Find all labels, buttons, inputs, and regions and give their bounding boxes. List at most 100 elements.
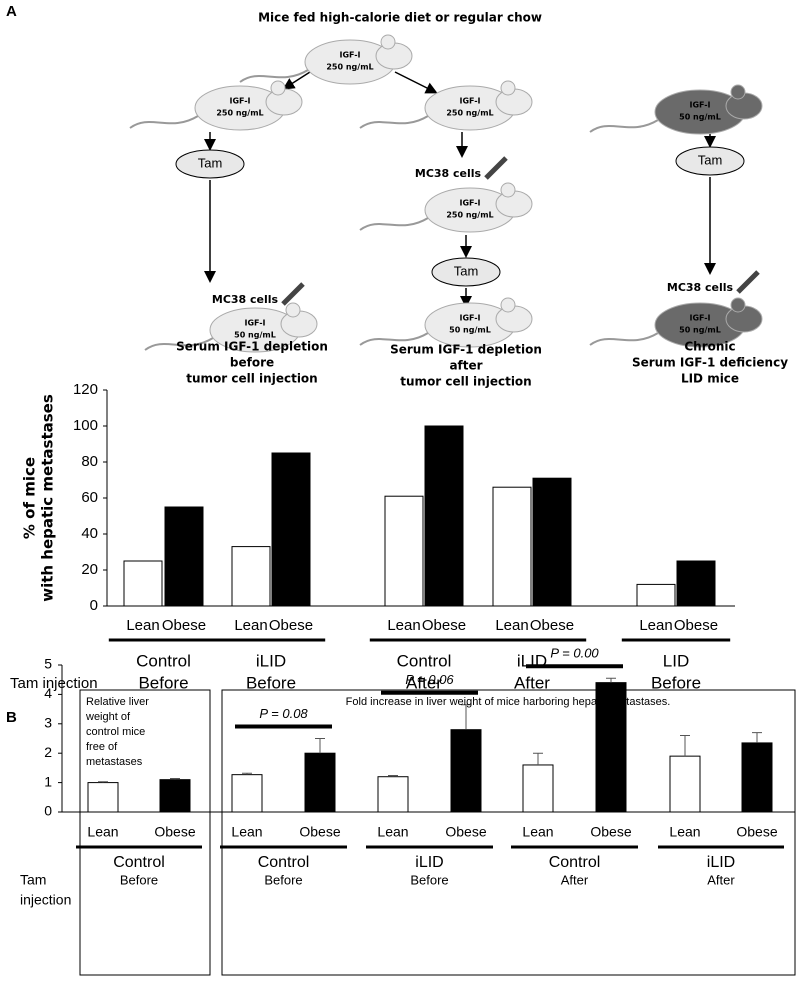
series-label: Lean xyxy=(231,824,262,840)
tam-value: After xyxy=(561,872,589,887)
mouse-tail xyxy=(589,332,659,346)
mouse-label: IGF-I xyxy=(689,101,710,110)
bar xyxy=(123,560,163,607)
caption: Serum IGF-1 depletion xyxy=(176,340,328,354)
caption: tumor cell injection xyxy=(400,375,531,389)
mouse-ear xyxy=(285,302,301,318)
error-bar xyxy=(680,735,690,757)
mouse-ear xyxy=(270,80,286,96)
y-axis-label: with hepatic metastases xyxy=(39,394,57,602)
mouse-head xyxy=(265,88,303,116)
mouse-conc: 50 ng/mL xyxy=(449,326,491,335)
series-label: Obese xyxy=(154,824,195,840)
tam-label: Tam xyxy=(698,152,723,167)
box-title: control mice xyxy=(86,726,145,738)
mouse-conc: 250 ng/mL xyxy=(326,63,373,72)
bar xyxy=(741,742,773,813)
box-title: weight of xyxy=(85,711,131,723)
y-tick-label: 120 xyxy=(73,381,98,398)
mouse-ear xyxy=(730,84,746,100)
error-bar xyxy=(242,772,252,775)
mouse-head xyxy=(725,92,763,120)
caption: after xyxy=(449,359,482,373)
mouse-head xyxy=(495,190,533,218)
mouse-conc: 50 ng/mL xyxy=(679,326,721,335)
mouse-conc: 250 ng/mL xyxy=(216,109,263,118)
y-axis-label: % of mice xyxy=(21,457,39,539)
caption: Chronic xyxy=(684,340,735,354)
box-title: Fold increase in liver weight of mice ha… xyxy=(346,696,671,708)
category-label: Control xyxy=(258,854,310,871)
y-tick-label: 0 xyxy=(90,597,98,614)
mouse-conc: 250 ng/mL xyxy=(446,211,493,220)
y-tick-label: 1 xyxy=(44,773,52,789)
tam-value: After xyxy=(707,872,735,887)
y-tick-label: 5 xyxy=(44,656,52,672)
y-tick-label: 100 xyxy=(73,417,98,434)
error-bar xyxy=(461,704,471,730)
p-value: P = 0.08 xyxy=(259,706,308,721)
series-label: Obese xyxy=(422,617,466,634)
tam-value: After xyxy=(514,673,550,692)
category-label: Control xyxy=(136,651,191,670)
caption: LID mice xyxy=(681,372,739,386)
y-tick-label: 20 xyxy=(81,561,98,578)
syringe xyxy=(281,282,305,306)
mouse-label: IGF-I xyxy=(459,97,480,106)
tam-ovals xyxy=(175,146,745,287)
tam-value: After xyxy=(406,673,442,692)
mouse-conc: 50 ng/mL xyxy=(234,331,276,340)
y-tick-label: 40 xyxy=(81,525,98,542)
p-value: P = 0.00 xyxy=(550,646,599,661)
bar xyxy=(231,546,271,607)
bar xyxy=(87,782,119,813)
tam-label: Tam xyxy=(20,872,46,888)
error-bar xyxy=(533,752,543,765)
mouse-ear xyxy=(500,297,516,313)
mouse-head xyxy=(375,42,413,70)
tam-value: Before xyxy=(246,673,296,692)
mc38-label: MC38 cells xyxy=(415,167,482,180)
mouse-label: IGF-I xyxy=(459,314,480,323)
box xyxy=(79,689,211,976)
series-label: Obese xyxy=(445,824,486,840)
diagram-title: Mice fed high-calorie diet or regular ch… xyxy=(258,11,542,25)
y-tick-label: 2 xyxy=(44,744,52,760)
mc38-label: MC38 cells xyxy=(212,293,279,306)
mouse-label: IGF-I xyxy=(689,314,710,323)
syringe xyxy=(484,156,508,180)
error-bar xyxy=(98,781,108,783)
error-bar xyxy=(606,677,616,683)
box-title: free of xyxy=(86,741,118,753)
bar xyxy=(384,495,424,607)
tam-label: injection xyxy=(20,892,71,908)
mouse-conc: 250 ng/mL xyxy=(446,109,493,118)
category-label: iLID xyxy=(256,651,286,670)
y-tick-label: 3 xyxy=(44,715,52,731)
series-label: Obese xyxy=(162,617,206,634)
category-label: Control xyxy=(113,854,165,871)
series-label: Obese xyxy=(590,824,631,840)
mouse-head xyxy=(280,310,318,338)
box-title: Relative liver xyxy=(86,696,149,708)
bar xyxy=(271,452,311,607)
series-label: Lean xyxy=(387,617,420,634)
mouse-tail xyxy=(129,115,199,129)
box-title: metastases xyxy=(86,756,143,768)
series-label: Lean xyxy=(522,824,553,840)
p-value: P = 0.06 xyxy=(405,672,454,687)
syringe xyxy=(736,270,760,294)
caption: Serum IGF-1 depletion xyxy=(390,343,542,357)
series-label: Lean xyxy=(234,617,267,634)
category-label: LID xyxy=(663,651,689,670)
bar xyxy=(377,776,409,813)
panel-label: B xyxy=(6,709,17,726)
series-label: Lean xyxy=(377,824,408,840)
bar xyxy=(636,583,676,607)
mouse-ear xyxy=(380,34,396,50)
category-label: Control xyxy=(549,854,601,871)
y-tick-label: 60 xyxy=(81,489,98,506)
series-label: Obese xyxy=(674,617,718,634)
mouse-ear xyxy=(730,297,746,313)
mouse-label: IGF-I xyxy=(339,51,360,60)
